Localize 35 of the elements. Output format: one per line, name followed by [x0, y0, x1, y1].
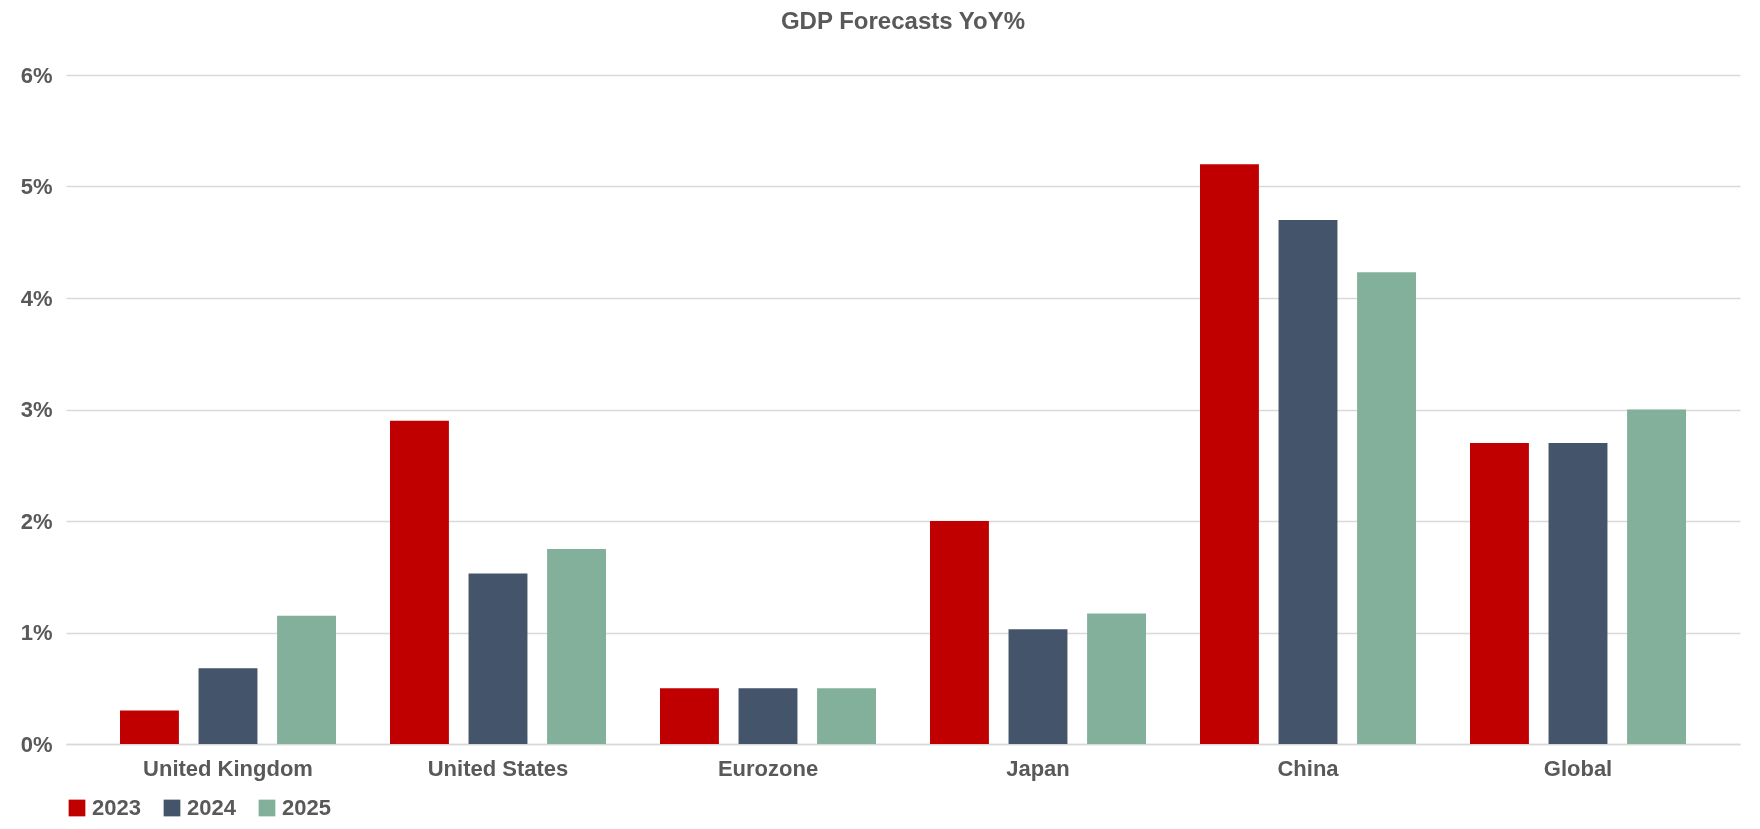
y-tick-label: 2%: [20, 508, 53, 534]
bar: [1278, 219, 1338, 744]
bar: [817, 688, 876, 744]
bar: [1627, 409, 1686, 744]
y-tick-label: 1%: [20, 620, 53, 645]
bar: [198, 668, 258, 744]
bar: [120, 710, 179, 744]
bar: [1357, 272, 1416, 744]
x-tick-label: Global: [1543, 755, 1613, 781]
legend-label: 2025: [282, 795, 331, 820]
y-tick-label: 5%: [20, 174, 53, 199]
x-tick-label: Eurozone: [717, 755, 819, 781]
x-tick-label: China: [1277, 755, 1340, 781]
bar: [1200, 164, 1259, 744]
y-tick-label: 6%: [20, 62, 53, 88]
legend-label: 2024: [187, 795, 237, 820]
legend-label: 2023: [92, 795, 141, 820]
bar: [930, 521, 989, 744]
y-tick-label: 0%: [20, 731, 53, 757]
bar: [390, 420, 449, 744]
bar: [1008, 629, 1068, 744]
bar: [660, 688, 719, 744]
bar: [468, 573, 528, 744]
bar: [547, 548, 606, 744]
bar: [1470, 442, 1529, 744]
y-tick-label: 4%: [20, 285, 53, 311]
bar: [1087, 613, 1146, 744]
bar: [277, 615, 336, 744]
chart-title: GDP Forecasts YoY%: [780, 7, 1026, 34]
x-tick-label: United States: [427, 755, 569, 781]
bar: [1548, 442, 1608, 744]
x-tick-label: United Kingdom: [143, 755, 313, 781]
bar: [738, 688, 798, 744]
x-tick-label: Japan: [1006, 755, 1070, 781]
y-tick-label: 3%: [20, 397, 53, 422]
